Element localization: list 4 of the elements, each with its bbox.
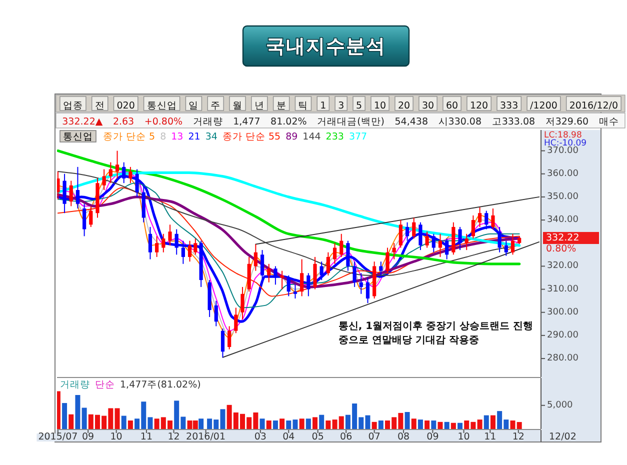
note: 통신, 1월저점이후 중장기 상승트랜드 진행 <box>338 321 533 332</box>
subtitle: LC:18.98 <box>544 130 582 140</box>
title: 국내지수분석 <box>266 36 386 58</box>
note: 중으로 연말배당 기대감 작용중 <box>338 335 479 346</box>
